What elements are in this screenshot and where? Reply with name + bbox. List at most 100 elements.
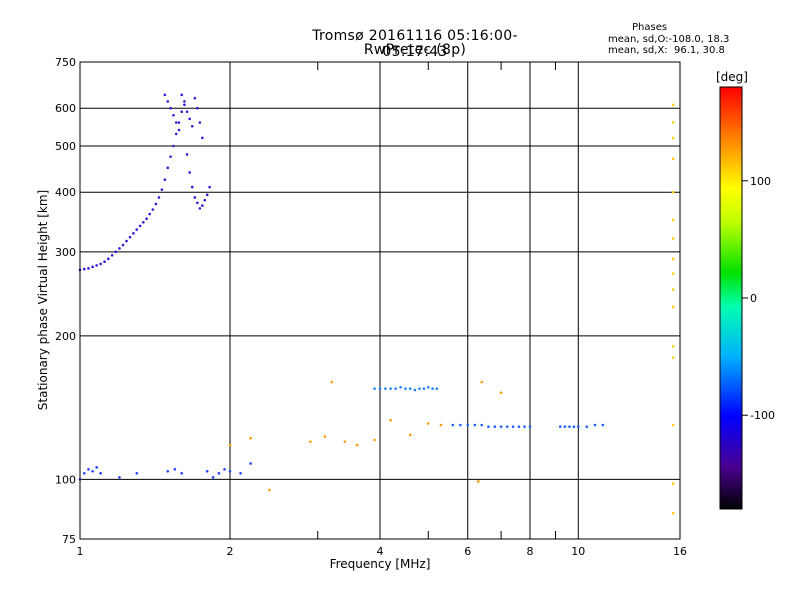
data-point-s5	[671, 257, 675, 261]
y-tick-label: 600	[55, 102, 76, 115]
x-tick-label: 10	[571, 545, 585, 558]
data-point-s1	[172, 113, 175, 117]
data-point-s2	[499, 391, 503, 394]
data-point-s0	[190, 185, 194, 189]
data-point-s0	[145, 217, 148, 221]
data-point-s3	[394, 387, 397, 390]
data-point-s0	[205, 193, 209, 197]
data-point-s0	[198, 207, 202, 210]
data-point-s5	[671, 237, 675, 240]
data-point-s2	[408, 433, 412, 437]
data-point-s0	[196, 201, 199, 205]
data-point-s3	[413, 388, 417, 392]
data-point-s2	[355, 443, 359, 447]
data-point-s4	[505, 425, 509, 428]
data-point-s6	[99, 471, 102, 475]
phases-header: Phases	[632, 22, 668, 33]
x-tick-label: 16	[673, 545, 687, 558]
data-point-s2	[439, 423, 443, 427]
data-point-s0	[188, 171, 191, 174]
data-point-s0	[125, 239, 128, 243]
data-point-s4	[451, 423, 455, 427]
data-point-s0	[132, 232, 135, 235]
colorbar-unit-label: [deg]	[716, 70, 748, 84]
data-point-s4	[466, 423, 470, 427]
data-point-s0	[163, 178, 167, 181]
data-point-s0	[201, 204, 204, 207]
data-point-s1	[185, 110, 189, 114]
data-point-s0	[180, 110, 184, 114]
data-point-s0	[151, 208, 155, 211]
data-point-s0	[118, 247, 121, 250]
data-point-s0	[103, 260, 106, 264]
data-point-s5	[671, 305, 675, 309]
data-point-s4	[576, 425, 580, 428]
data-point-s4	[459, 423, 462, 427]
data-point-s4	[593, 423, 597, 427]
data-point-s4	[517, 425, 521, 428]
data-point-s5	[671, 157, 675, 161]
colorbar	[719, 86, 743, 510]
data-point-s5	[671, 482, 675, 485]
x-tick-label: 1	[77, 545, 84, 558]
x-axis-ticks: 1 2 4 6 8 10 16	[77, 62, 687, 558]
data-point-s0	[87, 267, 90, 270]
data-point-s1	[174, 121, 178, 124]
data-point-s6	[87, 467, 90, 471]
data-point-s6	[95, 466, 98, 469]
data-point-s2	[373, 438, 376, 442]
y-tick-label: 300	[55, 246, 76, 259]
data-point-s6	[118, 476, 121, 479]
data-point-s1	[177, 128, 181, 132]
data-point-s4	[572, 425, 576, 428]
grid-lines	[80, 62, 680, 539]
data-point-s5	[671, 511, 675, 515]
data-point-s4	[499, 425, 503, 428]
data-point-s5	[671, 136, 675, 140]
data-point-s6	[211, 476, 215, 479]
data-point-s0	[157, 196, 161, 199]
data-point-s1	[180, 93, 184, 97]
data-point-s0	[183, 100, 186, 103]
data-point-s4	[568, 425, 571, 428]
colorbar-tick-label: 0	[750, 292, 757, 305]
data-point-s1	[193, 96, 197, 100]
data-point-s0	[160, 188, 164, 191]
data-point-s1	[169, 106, 172, 110]
x-tick-label: 2	[227, 545, 234, 558]
data-point-s0	[107, 257, 110, 261]
data-point-s0	[193, 196, 197, 199]
data-point-s3	[399, 385, 402, 389]
y-tick-label: 75	[62, 533, 76, 546]
data-point-s0	[128, 235, 132, 239]
data-point-s0	[114, 250, 118, 254]
data-point-s2	[477, 480, 480, 483]
data-point-s0	[95, 264, 98, 267]
y-tick-label: 400	[55, 186, 76, 199]
data-point-s6	[239, 471, 242, 475]
data-point-s2	[309, 440, 312, 443]
x-tick-label: 4	[377, 545, 384, 558]
data-point-s4	[487, 425, 490, 428]
data-point-s3	[426, 385, 430, 389]
data-point-s1	[190, 124, 194, 128]
data-point-s5	[671, 288, 675, 291]
data-point-s4	[473, 423, 477, 427]
data-point-s5	[671, 190, 675, 194]
data-point-s0	[121, 243, 125, 247]
plot-frame	[79, 61, 681, 540]
data-point-s0	[148, 212, 152, 216]
data-point-s6	[217, 471, 221, 475]
data-point-s6	[205, 469, 209, 473]
phases-stat-x: mean, sd,X: 96.1, 30.8	[608, 45, 725, 56]
data-point-s3	[373, 387, 376, 390]
data-point-s0	[169, 155, 172, 158]
data-point-s6	[228, 469, 232, 473]
data-point-s3	[408, 387, 412, 390]
data-point-s0	[174, 132, 178, 136]
data-points	[78, 93, 675, 515]
data-point-s4	[523, 425, 526, 428]
data-point-s5	[671, 272, 675, 275]
data-point-s1	[166, 100, 170, 103]
